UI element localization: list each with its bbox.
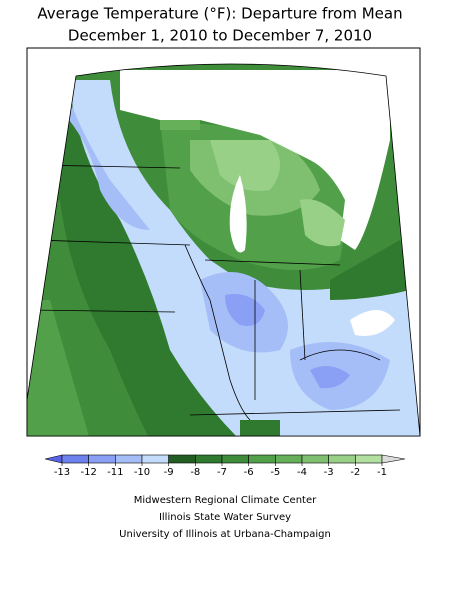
- legend-tick-label: -8: [190, 467, 200, 478]
- colorbar-box: [88, 454, 116, 464]
- colorbar-box: [115, 454, 143, 464]
- map-field: [27, 64, 420, 436]
- colorbar-box: [328, 454, 356, 464]
- colorbar-box: [141, 454, 169, 464]
- colorbar-box: [248, 454, 276, 464]
- legend-tick-label: -13: [54, 467, 70, 478]
- colorbar-box: [61, 454, 89, 464]
- credit: Midwestern Regional Climate Center: [134, 495, 317, 506]
- colorbar-end: [381, 454, 406, 464]
- colorbar-box: [221, 454, 249, 464]
- map-outline: [26, 63, 421, 437]
- legend-tick-label: -1: [377, 467, 387, 478]
- title-line: Average Temperature (°F): Departure from…: [37, 5, 402, 23]
- legend-tick-label: -10: [134, 467, 150, 478]
- legend-tick-label: -2: [350, 467, 360, 478]
- legend-tick-label: -7: [217, 467, 227, 478]
- legend: -13 -12 -11 -10 -9 -8 -7 -6 -5 -4 -3 -2 -1: [44, 454, 406, 478]
- colorbar-box: [195, 454, 223, 464]
- legend-tick-label: -12: [80, 467, 96, 478]
- colorbar-box: [301, 454, 329, 464]
- legend-tick-label: -9: [164, 467, 174, 478]
- colorbar-box: [275, 454, 303, 464]
- legend-tick-label: -3: [324, 467, 334, 478]
- legend-tick-label: -4: [297, 467, 307, 478]
- colorbar-end: [44, 454, 63, 464]
- legend-tick-label: -11: [107, 467, 123, 478]
- credit: University of Illinois at Urbana-Champai…: [119, 529, 331, 540]
- title-line: December 1, 2010 to December 7, 2010: [68, 27, 372, 45]
- legend-tick-label: -5: [270, 467, 280, 478]
- credit: Illinois State Water Survey: [159, 512, 291, 523]
- colorbar-box: [355, 454, 383, 464]
- legend-tick-label: -6: [244, 467, 254, 478]
- colorbar-box: [168, 454, 196, 464]
